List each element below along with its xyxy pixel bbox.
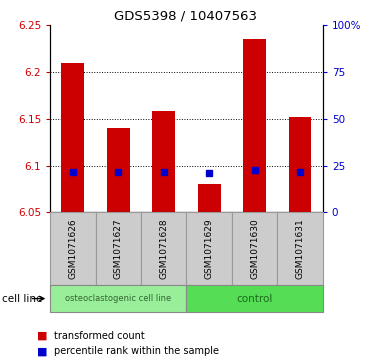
- Text: percentile rank within the sample: percentile rank within the sample: [54, 346, 219, 356]
- Text: GSM1071630: GSM1071630: [250, 218, 259, 279]
- Text: osteoclastogenic cell line: osteoclastogenic cell line: [65, 294, 171, 303]
- Text: GSM1071631: GSM1071631: [296, 218, 305, 279]
- Text: GSM1071627: GSM1071627: [114, 218, 123, 279]
- Bar: [50, 285, 187, 312]
- Bar: [187, 212, 232, 285]
- Text: GDS5398 / 10407563: GDS5398 / 10407563: [114, 9, 257, 22]
- Bar: [232, 212, 278, 285]
- Bar: [96, 212, 141, 285]
- Bar: [289, 117, 311, 212]
- Text: control: control: [236, 294, 273, 303]
- Bar: [198, 184, 220, 212]
- Bar: [187, 285, 323, 312]
- Bar: [152, 111, 175, 212]
- Bar: [243, 40, 266, 212]
- Bar: [62, 63, 84, 212]
- Text: GSM1071626: GSM1071626: [68, 218, 77, 279]
- Bar: [107, 128, 129, 212]
- Bar: [50, 212, 96, 285]
- Bar: [141, 212, 187, 285]
- Text: GSM1071628: GSM1071628: [159, 218, 168, 279]
- Bar: [278, 212, 323, 285]
- Text: ■: ■: [37, 331, 47, 341]
- Text: GSM1071629: GSM1071629: [205, 218, 214, 279]
- Text: ■: ■: [37, 346, 47, 356]
- Text: cell line: cell line: [2, 294, 42, 303]
- Text: transformed count: transformed count: [54, 331, 145, 341]
